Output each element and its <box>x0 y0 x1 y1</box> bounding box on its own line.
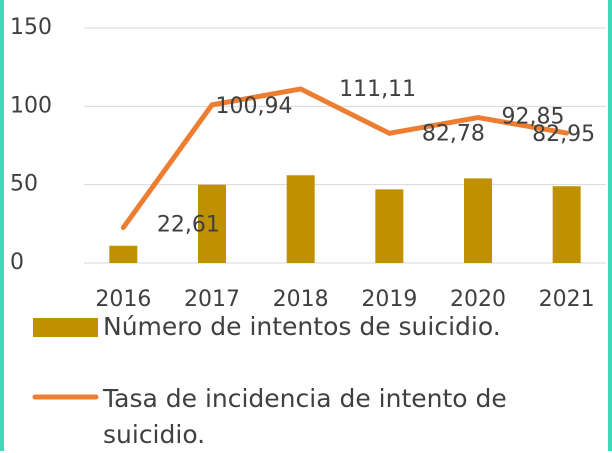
x-tick-label: 2020 <box>450 287 506 312</box>
line <box>120 86 570 231</box>
legend-swatch <box>33 318 98 337</box>
bar <box>198 184 226 263</box>
x-tick-label: 2019 <box>361 287 417 312</box>
y-tick-label: 50 <box>10 172 38 197</box>
y-tick-label: 0 <box>10 250 24 275</box>
data-label: 111,11 <box>339 77 416 102</box>
data-label: 100,94 <box>216 94 293 119</box>
data-label: 92,85 <box>502 105 565 130</box>
bar <box>464 178 492 263</box>
y-tick-label: 100 <box>10 93 52 118</box>
bar <box>109 245 138 263</box>
data-label: 82,95 <box>532 122 595 147</box>
x-tick-label: 2017 <box>184 287 240 312</box>
bar <box>375 189 404 263</box>
legend-label: Tasa de incidencia de intento de suicidi… <box>103 384 507 449</box>
y-tick-label: 150 <box>10 15 52 40</box>
legend-label: Número de intentos de suicidio. <box>103 312 501 341</box>
data-label: 22,61 <box>157 213 220 238</box>
data-label: 82,78 <box>422 121 485 146</box>
x-tick-label: 2016 <box>95 287 151 312</box>
bar <box>552 186 581 263</box>
bar <box>286 175 315 263</box>
x-tick-label: 2018 <box>273 287 329 312</box>
x-tick-label: 2021 <box>539 287 595 312</box>
